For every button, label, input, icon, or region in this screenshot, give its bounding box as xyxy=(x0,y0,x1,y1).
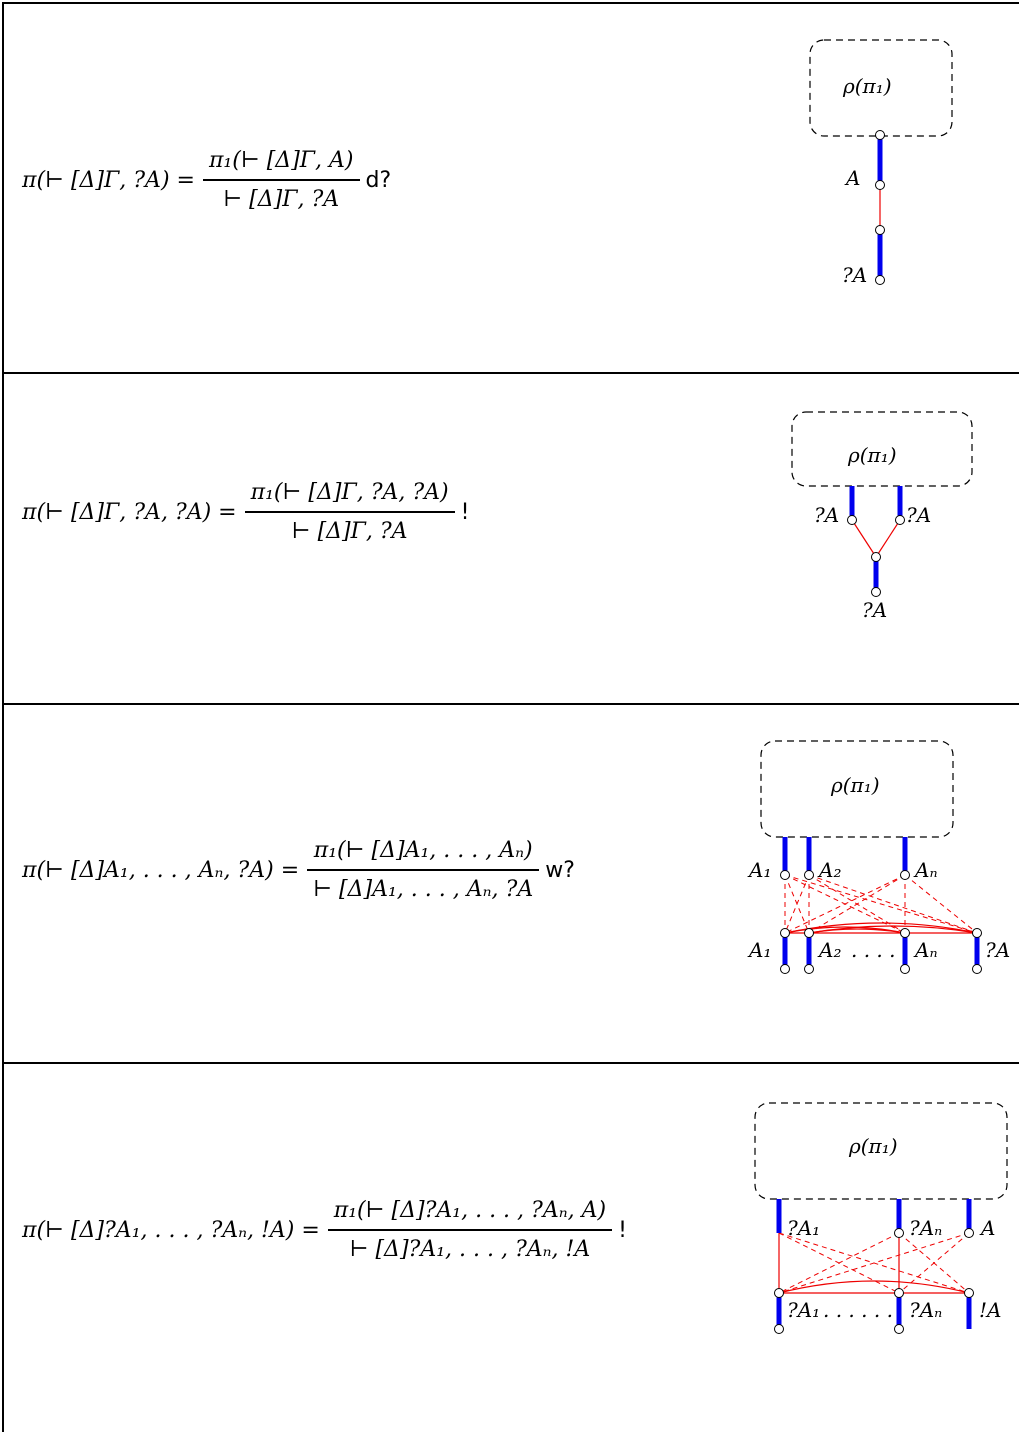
box-label: ρ(π₁) xyxy=(848,1134,898,1158)
premise: π₁(⊢ [Δ]?A₁, . . . , ?Aₙ, A) xyxy=(333,1198,607,1223)
premise: π₁(⊢ [Δ]Γ, ?A, ?A) xyxy=(250,480,449,505)
rule-name: w? xyxy=(545,857,575,883)
inference-fraction: π₁(⊢ [Δ]Γ, ?A, ?A) ⊢ [Δ]Γ, ?A xyxy=(244,480,455,544)
formula-promotion: π(⊢ [Δ]?A₁, . . . , ?Aₙ, !A) = π₁(⊢ [Δ]?… xyxy=(22,1198,627,1262)
solid-links xyxy=(784,922,978,934)
port xyxy=(871,587,881,597)
wire-label: ?Aₙ xyxy=(909,1216,942,1240)
formula-lhs: π(⊢ [Δ]?A₁, . . . , ?Aₙ, !A) = xyxy=(22,1217,320,1243)
inference-line xyxy=(307,869,540,871)
port xyxy=(875,130,885,140)
box-label: ρ(π₁) xyxy=(830,773,880,797)
wire-label: A₁ xyxy=(747,938,771,962)
subnet-box xyxy=(754,1102,1008,1200)
subnet-box xyxy=(791,411,973,487)
premise: π₁(⊢ [Δ]Γ, A) xyxy=(208,148,354,173)
wire-label: ?A xyxy=(814,503,839,527)
wire-label: ?A₁ xyxy=(787,1298,820,1322)
link xyxy=(851,519,877,558)
formula-lhs: π(⊢ [Δ]A₁, . . . , Aₙ, ?A) = xyxy=(22,857,300,883)
proof-net-contraction: ρ(π₁) ?A ?A ?A xyxy=(791,411,973,622)
ellipsis: . . . . . . xyxy=(823,1298,893,1322)
dashed-links xyxy=(784,874,978,934)
inference-fraction: π₁(⊢ [Δ]Γ, A) ⊢ [Δ]Γ, ?A xyxy=(202,148,360,212)
link xyxy=(875,519,901,558)
inference-line xyxy=(202,179,360,181)
ports xyxy=(780,870,982,974)
box-label: ρ(π₁) xyxy=(847,443,897,467)
conclusion: ⊢ [Δ]Γ, ?A xyxy=(291,519,408,544)
wire-label: Aₙ xyxy=(913,938,938,962)
port xyxy=(847,515,857,525)
row-divider-3 xyxy=(2,1062,1019,1064)
wire-label: A xyxy=(979,1216,995,1240)
port xyxy=(875,180,885,190)
rule-name: ! xyxy=(618,1217,627,1243)
conclusion: ⊢ [Δ]?A₁, . . . , ?Aₙ, !A xyxy=(349,1237,591,1262)
formula-dereliction: π(⊢ [Δ]Γ, ?A) = π₁(⊢ [Δ]Γ, A) ⊢ [Δ]Γ, ?A… xyxy=(22,148,391,212)
wire-label: ?Aₙ xyxy=(909,1298,942,1322)
formula-contraction: π(⊢ [Δ]Γ, ?A, ?A) = π₁(⊢ [Δ]Γ, ?A, ?A) ⊢… xyxy=(22,480,469,544)
proof-net-weakening: ρ(π₁) A₁ A₂ Aₙ A₁ A₂ . . . . Aₙ ?A xyxy=(747,740,1010,974)
port xyxy=(875,225,885,235)
port xyxy=(895,515,905,525)
premise: π₁(⊢ [Δ]A₁, . . . , Aₙ) xyxy=(313,838,533,863)
rule-name: d? xyxy=(365,167,392,193)
formula-lhs: π(⊢ [Δ]Γ, ?A, ?A) = xyxy=(22,499,237,525)
wire-label: A₂ xyxy=(817,938,841,962)
solid-links xyxy=(778,1233,970,1294)
wire-label: ?A xyxy=(985,938,1010,962)
inference-fraction: π₁(⊢ [Δ]A₁, . . . , Aₙ) ⊢ [Δ]A₁, . . . ,… xyxy=(307,838,540,902)
ports xyxy=(774,1228,974,1334)
wire-label: Aₙ xyxy=(913,858,938,882)
inference-line xyxy=(327,1229,613,1231)
ellipsis: . . . . xyxy=(851,938,896,962)
wire-label: ?A xyxy=(862,598,887,622)
port xyxy=(871,552,881,562)
inference-line xyxy=(244,511,455,513)
wire-label: A₂ xyxy=(817,858,841,882)
proof-net-promotion: ρ(π₁) ?A₁ ?Aₙ A ?A₁ . . . . . . ?Aₙ !A xyxy=(754,1102,1008,1334)
dashed-links xyxy=(778,1232,970,1294)
row-divider-2 xyxy=(2,703,1019,705)
subnet-box xyxy=(760,740,954,838)
wire-label: ?A xyxy=(906,503,931,527)
wire-label: !A xyxy=(979,1298,1001,1322)
formula-lhs: π(⊢ [Δ]Γ, ?A) = xyxy=(22,167,195,193)
wire-label: A₁ xyxy=(747,858,771,882)
conclusion: ⊢ [Δ]A₁, . . . , Aₙ, ?A xyxy=(313,877,534,902)
proof-net-dereliction: ρ(π₁) A ?A xyxy=(809,39,953,287)
port xyxy=(875,275,885,285)
rule-name: ! xyxy=(460,499,470,525)
wire-label: ?A₁ xyxy=(787,1216,820,1240)
wire-label: ?A xyxy=(842,263,867,287)
wire-label: A xyxy=(844,166,860,190)
conclusion: ⊢ [Δ]Γ, ?A xyxy=(223,187,340,212)
box-label: ρ(π₁) xyxy=(842,74,892,98)
formula-weakening: π(⊢ [Δ]A₁, . . . , Aₙ, ?A) = π₁(⊢ [Δ]A₁,… xyxy=(22,838,575,902)
row-divider-1 xyxy=(2,372,1019,374)
inference-fraction: π₁(⊢ [Δ]?A₁, . . . , ?Aₙ, A) ⊢ [Δ]?A₁, .… xyxy=(327,1198,613,1262)
